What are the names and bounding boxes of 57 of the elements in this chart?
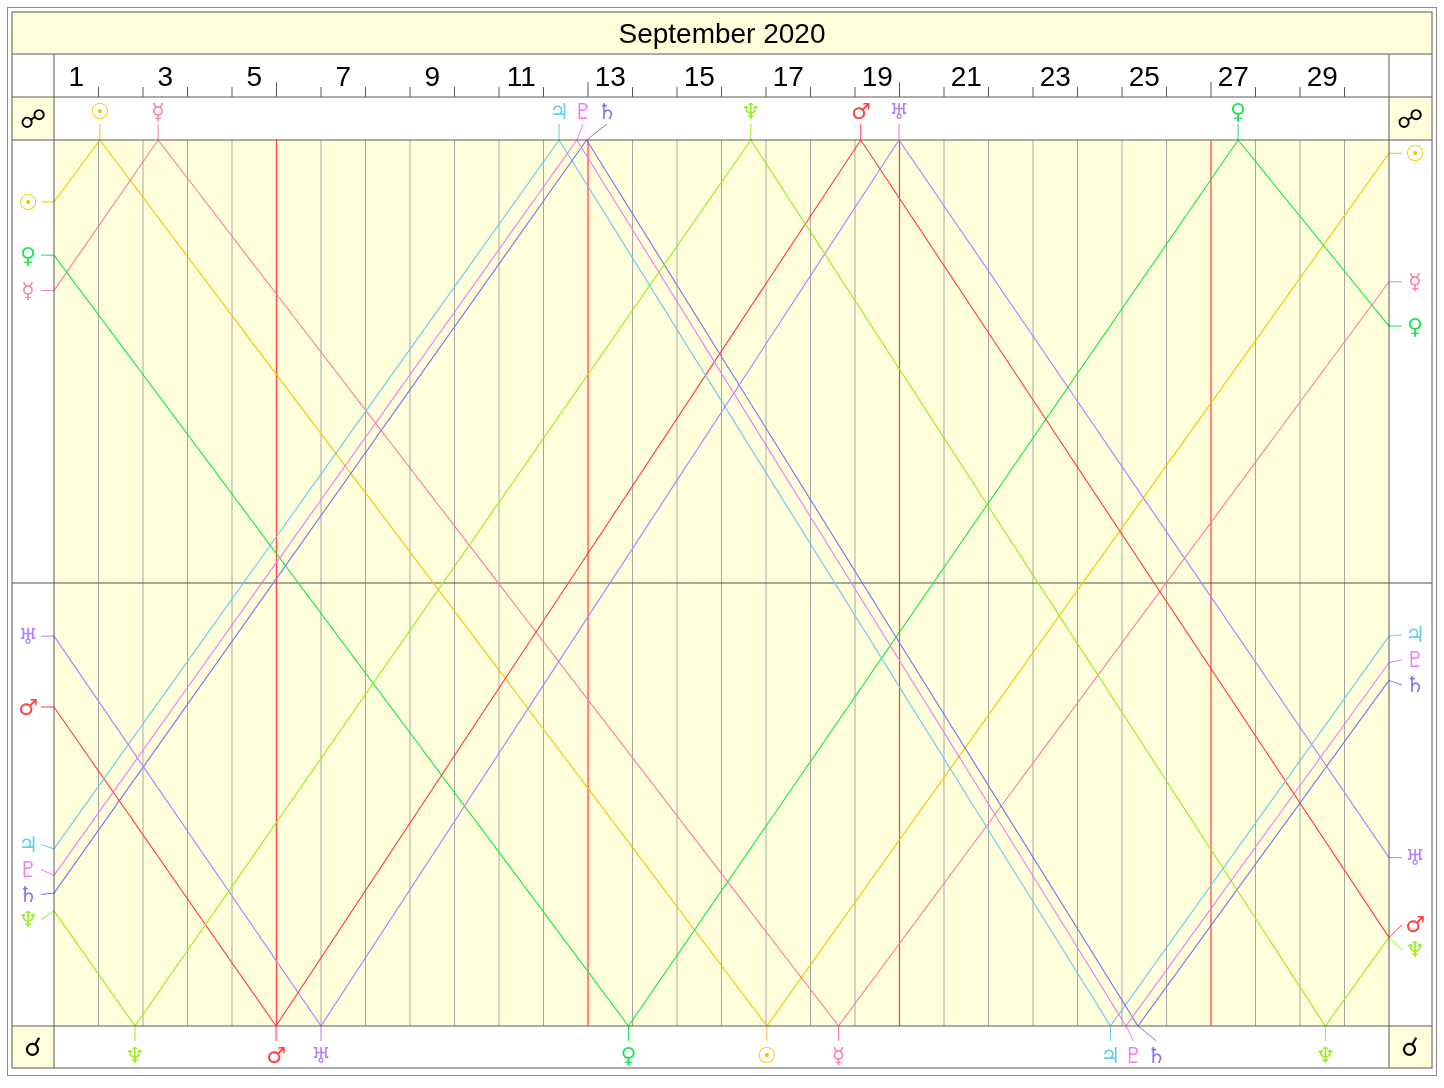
x-tick-label: 9 [424, 61, 441, 92]
text: ♂ [18, 694, 38, 720]
x-tick-label: 3 [157, 61, 174, 92]
x-tick-label: 25 [1128, 61, 1160, 92]
x-tick-label: 5 [246, 61, 263, 92]
text: ☉ [1405, 140, 1425, 166]
text: ♃ [1405, 622, 1425, 648]
text: ☉ [89, 98, 110, 124]
text: ♅ [889, 98, 909, 124]
x-tick-label: 19 [861, 61, 893, 92]
legend-label: ♅ [311, 1042, 331, 1068]
x-tick-label: 7 [335, 61, 352, 92]
text: ♆ [1405, 937, 1425, 963]
text: ♇ [18, 857, 38, 883]
text: ☍ [1396, 103, 1424, 134]
text: ♄ [1405, 672, 1425, 698]
x-tick-label: 17 [772, 61, 804, 92]
text: ☍ [19, 103, 47, 134]
x-tick-label: 21 [950, 61, 982, 92]
text: ♀ [19, 242, 37, 268]
text: ☌ [24, 1032, 42, 1062]
x-tick-label: 15 [683, 61, 715, 92]
text: ☌ [1401, 1032, 1419, 1062]
text: ♆ [18, 907, 38, 933]
text: ♅ [1405, 845, 1425, 871]
legend-label: ☉ [757, 1042, 777, 1068]
text: ♃ [18, 832, 38, 858]
x-tick-label: 11 [506, 61, 536, 92]
x-tick-label: 1 [68, 61, 85, 92]
legend-label: ♀ [620, 1042, 637, 1068]
legend-label: ♆ [125, 1042, 145, 1068]
text: ♄ [18, 882, 38, 908]
x-tick-label: 27 [1217, 61, 1249, 92]
text: ♆ [741, 98, 761, 124]
legend-label: ♄ [1146, 1042, 1167, 1068]
text: ♃ [549, 98, 569, 124]
legend-label: ♃ [1100, 1042, 1121, 1068]
text: ☉ [18, 189, 38, 215]
text: ♂ [850, 98, 871, 124]
text: ♆ [1315, 1042, 1336, 1068]
text: ♇ [1405, 647, 1425, 673]
text: ☿ [151, 98, 165, 124]
text: ♄ [597, 98, 617, 124]
chart-title: September 2020 [618, 17, 826, 49]
x-tick-label: 29 [1306, 61, 1338, 92]
text: ☿ [1408, 269, 1422, 295]
x-tick-label: 13 [594, 61, 626, 92]
legend-label: ☿ [831, 1042, 846, 1068]
text: ☿ [21, 278, 35, 304]
text: ♇ [573, 98, 593, 124]
text: ♀ [1406, 313, 1424, 339]
text: ♂ [1405, 912, 1425, 938]
legend-label: ♇ [1123, 1042, 1144, 1068]
legend-label: ♂ [266, 1042, 286, 1068]
x-tick-label: 23 [1039, 61, 1071, 92]
text: ♅ [18, 623, 38, 649]
text: ♀ [1230, 98, 1247, 124]
